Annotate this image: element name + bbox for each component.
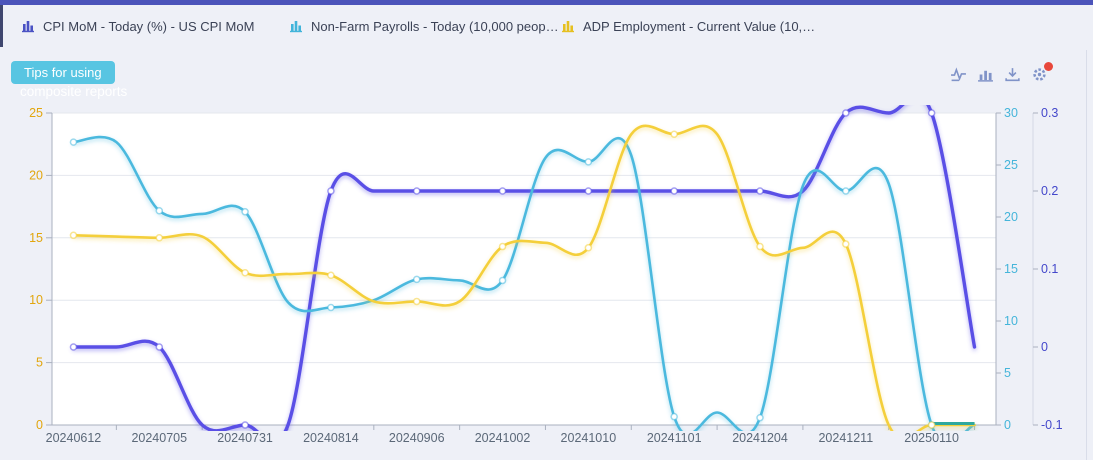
tab-label: ADP Employment - Current Value (10,000 p… [583,18,821,34]
left-axis-label: 5 [36,356,43,370]
x-axis-label: 20241101 [647,431,702,445]
x-axis-label: 20241010 [561,431,617,445]
notification-badge-dot [1044,62,1053,71]
left-axis-label: 25 [29,106,43,120]
data-point[interactable] [241,421,249,429]
cpi-axis-label: 0.2 [1041,184,1058,198]
data-point[interactable] [584,158,593,166]
data-point[interactable] [842,187,850,195]
panel-right-divider [1086,50,1087,460]
data-point[interactable] [412,187,421,195]
x-axis-label: 20240814 [303,431,359,445]
x-axis-label: 20241211 [818,431,873,445]
line-chart-icon[interactable] [950,66,967,83]
payrolls-axis-label: 15 [1004,262,1018,276]
bar-chart-icon [21,19,35,33]
cpi-axis-label: -0.1 [1041,418,1063,432]
chart-toolbar [950,62,1053,83]
data-point[interactable] [756,413,764,422]
bar-chart-icon [561,19,575,33]
data-point[interactable] [412,275,421,284]
payrolls-axis-label: 10 [1004,314,1018,328]
data-point[interactable] [498,242,507,251]
data-point[interactable] [584,187,593,195]
tips-subtitle: composite reports [20,84,128,99]
data-point[interactable] [155,207,164,215]
bar-chart-icon [289,19,303,33]
payrolls-axis-label: 25 [1004,158,1018,172]
series-tab-bar: CPI MoM - Today (%) - US CPI MoM Non-Far… [0,5,1086,47]
data-point[interactable] [842,109,850,117]
left-axis-label: 0 [36,418,43,432]
data-point[interactable] [670,130,678,138]
top-accent-bar [0,0,1093,5]
data-point[interactable] [927,421,936,429]
data-point[interactable] [69,231,78,240]
bar-chart-icon[interactable] [977,66,994,83]
plot-area[interactable] [52,113,996,425]
cpi-axis-label: 0 [1041,340,1048,354]
data-point[interactable] [69,343,78,351]
cpi-axis-label: 0.1 [1041,262,1058,276]
x-axis-label: 20241204 [732,431,788,445]
payrolls-axis-label: 30 [1004,106,1018,120]
data-point[interactable] [842,240,850,248]
tab-adp-employment[interactable]: ADP Employment - Current Value (10,000 p… [561,19,821,34]
left-axis-label: 10 [29,293,43,307]
tab-label: Non-Farm Payrolls - Today (10,000 people… [311,18,561,34]
left-axis-label: 15 [29,231,43,245]
payrolls-axis-label: 20 [1004,210,1018,224]
data-point[interactable] [155,343,164,351]
data-point[interactable] [327,187,335,195]
tab-cpi-mom[interactable]: CPI MoM - Today (%) - US CPI MoM [21,19,289,34]
payrolls-axis-label: 0 [1004,418,1011,432]
settings-gear-icon[interactable] [1031,62,1053,83]
x-axis-label: 20240906 [389,431,445,445]
tips-button[interactable]: Tips for using [11,61,115,84]
data-point[interactable] [412,297,421,306]
download-icon[interactable] [1004,66,1021,83]
data-point[interactable] [498,187,507,195]
x-axis-label: 20240705 [131,431,187,445]
data-point[interactable] [498,276,507,285]
data-point[interactable] [584,244,593,252]
tab-nonfarm-payrolls[interactable]: Non-Farm Payrolls - Today (10,000 people… [289,19,561,34]
data-point[interactable] [327,271,335,279]
data-point[interactable] [927,109,936,117]
data-point[interactable] [756,242,764,251]
x-axis-label: 20250110 [904,431,959,445]
data-point[interactable] [241,268,249,277]
x-axis-label: 20241002 [475,431,531,445]
data-point[interactable] [241,208,249,216]
data-point[interactable] [327,303,335,312]
cpi-axis-label: 0.3 [1041,106,1058,120]
left-axis-label: 20 [29,168,43,182]
payrolls-axis-label: 5 [1004,366,1011,380]
data-point[interactable] [670,412,678,421]
data-point[interactable] [670,187,678,195]
x-axis-label: 20240731 [217,431,273,445]
x-axis-label: 20240612 [46,431,102,445]
tab-label: CPI MoM - Today (%) - US CPI MoM [43,18,255,34]
data-point[interactable] [155,234,164,242]
data-point[interactable] [756,187,764,195]
data-point[interactable] [69,138,78,146]
